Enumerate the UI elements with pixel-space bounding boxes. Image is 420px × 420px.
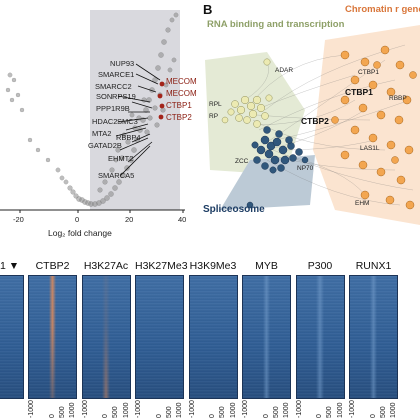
heatmap-xtick: 1000 — [390, 402, 397, 418]
xtick-neg20: -20 — [13, 215, 24, 224]
xtick-0: 0 — [75, 215, 79, 224]
gene-label-rbbp4: RBBP4 — [116, 133, 141, 142]
heatmap-title-h3k9me3: H3K9Me3 — [189, 260, 237, 272]
heatmap-signal-stripe — [316, 276, 324, 398]
heatmap-xtick: 500 — [272, 406, 280, 418]
gene-label-gatad2b: GATAD2B — [88, 141, 122, 150]
chromatin-group-title: Chromatin r gene regula — [345, 4, 420, 15]
heatmap-xtick: 0 — [209, 414, 216, 418]
heatmap-xtick: -1000 — [349, 400, 356, 418]
xtick-40: 40 — [178, 215, 186, 224]
gene-label-ppp1r9b: PPP1R9B — [96, 104, 130, 113]
heatmap-xtick: 0 — [48, 414, 56, 418]
gene-label-hdac2: HDAC2 — [92, 117, 117, 126]
gene-label-ctbp1: CTBP1 — [166, 101, 192, 110]
heatmap-xtick: -1000 — [135, 400, 142, 418]
node-label-np70: NP70 — [297, 165, 314, 172]
heatmap-xtick: 500 — [58, 406, 66, 418]
heatmap-xtick: 500 — [379, 406, 387, 418]
heatmap-signal-stripe — [102, 276, 110, 398]
volcano-plot: -20 0 20 40 Log₂ fold change — [0, 10, 197, 238]
node-label-las1l: LAS1L — [360, 145, 380, 152]
heatmap-title-h3k27me3: H3K27Me3 — [135, 260, 188, 272]
gene-label-smarca5: SMARCA5 — [98, 171, 134, 180]
heatmap-xtick: 0 — [262, 414, 270, 418]
gene-label-ehmt2: EHMT2 — [108, 154, 133, 163]
heatmap-xtick: 1000 — [69, 402, 76, 418]
volcano-points — [5, 12, 179, 207]
heatmap-xtick: 1000 — [229, 402, 237, 418]
heatmap-title-p300: P300 — [307, 260, 333, 272]
node-label-adar: ADAR — [275, 67, 293, 74]
node-label-rp: RP — [209, 113, 218, 120]
node-label-trim2: CTBP1 — [358, 69, 379, 76]
gene-label-son: SON — [96, 92, 112, 101]
gene-label-smarce1: SMARCE1 — [98, 70, 134, 79]
heatmap-title-h3k27ac: H3K27Ac — [83, 260, 129, 272]
heatmap-ctbp2 — [28, 275, 77, 399]
heatmap-signal-stripe — [369, 276, 378, 398]
node-label-ehm: EHM — [355, 200, 369, 207]
heatmap-title-ctbp2: CTBP2 — [35, 260, 70, 272]
heatmap-xtick: -1000 — [295, 400, 303, 418]
heatmap-myb — [242, 275, 291, 399]
heatmap-xtick: 1000 — [122, 402, 130, 418]
heatmap-xtick: 1000 — [176, 402, 183, 418]
heatmap-p300 — [295, 275, 345, 399]
heatmap-xtick: 0 — [155, 414, 163, 418]
heatmap-h3k27ac — [81, 275, 131, 399]
gene-label-mecom-1: MECOM — [166, 77, 197, 86]
heatmap-h3k9me3 — [188, 275, 238, 399]
heatmap-xtick: 500 — [326, 406, 334, 418]
gene-label-smarcc2: SMARCC2 — [95, 82, 132, 91]
heatmap-title-fragment: 1 ▼ — [0, 260, 20, 272]
heatmap-signal-stripe — [48, 276, 57, 398]
network-diagram: RNA binding and transcription Chromatin … — [203, 4, 420, 225]
rna-group-title: RNA binding and transcription — [207, 19, 345, 30]
xtick-20: 20 — [125, 215, 133, 224]
heatmap-xtick: 0 — [102, 414, 109, 418]
heatmap-title-runx1: RUNX1 — [355, 260, 392, 272]
heatmap-xtick: 500 — [165, 406, 173, 418]
heatmap-xtick: 500 — [219, 406, 227, 418]
heatmap-xtick: -1000 — [242, 400, 249, 418]
gene-label-mecom-2: MECOM — [166, 89, 197, 98]
node-label-rbbp: RBBP — [389, 95, 407, 102]
heatmap-h3k27me3 — [135, 275, 184, 399]
gene-label-smc3: SMC3 — [117, 117, 138, 126]
heatmap-xtick: 1000 — [336, 402, 344, 418]
heatmap-xtick: 500 — [112, 406, 120, 418]
heatmap-xtick: -1000 — [28, 400, 35, 418]
node-label-rpl: RPL — [209, 101, 222, 108]
heatmap-title-myb: MYB — [255, 260, 278, 272]
node-label-ctbp1: CTBP1 — [345, 87, 373, 97]
node-label-ctbp2: CTBP2 — [301, 116, 329, 126]
spliceosome-group-title: Spliceosome — [203, 204, 265, 215]
x-axis-label: Log₂ fold change — [48, 228, 112, 238]
heatmap-xtick: 1000 — [283, 402, 290, 418]
node-label-zcc: ZCC — [235, 158, 249, 165]
gene-label-nup93: NUP93 — [110, 59, 134, 68]
panel-letter-b: B — [203, 2, 213, 17]
heatmap-runx1 — [349, 275, 398, 399]
heatmap-xtick: 0 — [369, 414, 377, 418]
heatmap-xtick: -1000 — [81, 400, 89, 418]
gene-label-mta2: MTA2 — [92, 129, 111, 138]
spliceosome-group-region — [220, 155, 315, 210]
gene-label-rps19: RPS19 — [112, 92, 136, 101]
heatmap-xtick: -1000 — [188, 400, 196, 418]
heatmap-signal-stripe — [262, 276, 271, 398]
heatmap-xtick: 0 — [316, 414, 323, 418]
gene-label-ctbp2: CTBP2 — [166, 113, 192, 122]
heatmap-partial-left — [0, 275, 24, 399]
